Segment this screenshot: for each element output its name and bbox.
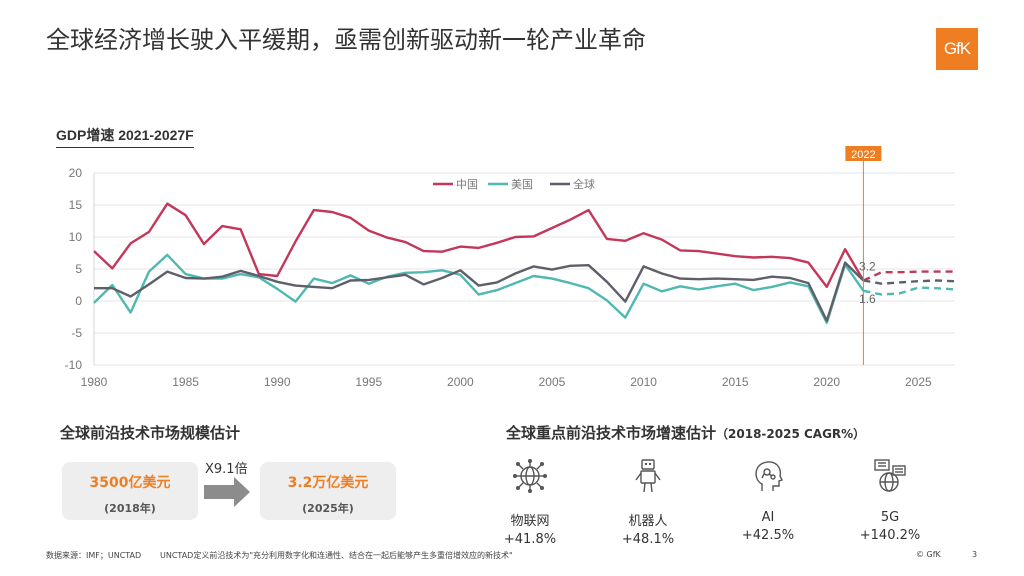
series-forecast-line-world <box>863 279 956 285</box>
market-size-2018-value: 3500亿美元 <box>89 475 171 491</box>
right-arrow-icon <box>204 477 250 507</box>
tech-item-robot: 机器人 +48.1% <box>608 458 688 547</box>
x-tick-label: 2000 <box>447 375 474 389</box>
legend-label: 美国 <box>511 178 533 191</box>
series-forecast-line-china <box>862 270 955 282</box>
x-tick-label: 2025 <box>905 375 932 389</box>
y-tick-label: 0 <box>75 294 82 308</box>
legend-label: 中国 <box>456 178 478 191</box>
series-forecast-line-usa <box>863 286 956 296</box>
ai-head-icon <box>755 461 783 491</box>
footer-note: UNCTAD定义前沿技术为"充分利用数字化和连通性、结合在一起后能够产生多重倍增… <box>160 551 513 560</box>
tech-item-5g: 5G +140.2% <box>850 458 930 543</box>
tech-growth-robot: +48.1% <box>621 532 675 547</box>
market-size-2018-year: (2018年) <box>104 502 156 515</box>
chart-title: GDP增速 2021-2027F <box>56 125 194 148</box>
y-tick-label: -10 <box>65 358 83 372</box>
data-label: 1.6 <box>859 292 876 306</box>
y-tick-label: -5 <box>71 326 82 340</box>
series-line-china <box>93 202 865 289</box>
growth-title: 全球重点前沿技术市场增速估计（2018-2025 CAGR%） <box>506 422 865 443</box>
tech-item-iot: 物联网 +41.8% <box>490 458 570 547</box>
tech-name-iot: 物联网 <box>510 514 550 529</box>
footer-copyright: © GfK <box>916 550 941 559</box>
footer-source: 数据来源：IMF；UNCTAD <box>46 551 142 560</box>
x-tick-label: 2020 <box>813 375 840 389</box>
series-line-usa <box>93 253 865 324</box>
market-size-2018-box: 3500亿美元 (2018年) <box>62 462 198 520</box>
x-tick-label: 1980 <box>81 375 108 389</box>
y-tick-label: 15 <box>69 198 83 212</box>
legend-label: 全球 <box>573 177 595 191</box>
growth-title-note: （2018-2025 CAGR%） <box>716 427 866 441</box>
x-tick-label: 2015 <box>722 375 749 389</box>
tech-growth-5g: +140.2% <box>859 528 921 543</box>
tech-growth-iot: +41.8% <box>503 532 557 547</box>
robot-icon <box>635 459 661 493</box>
growth-multiplier: X9.1倍 <box>205 462 248 477</box>
5g-globe-icon <box>874 459 906 492</box>
y-tick-label: 10 <box>69 230 83 244</box>
x-tick-label: 1985 <box>172 375 199 389</box>
forecast-marker-label: 2022 <box>851 149 875 161</box>
x-tick-label: 1995 <box>355 375 382 389</box>
tech-growth-ai: +42.5% <box>741 528 795 543</box>
y-tick-label: 20 <box>69 166 83 180</box>
x-tick-label: 2005 <box>539 375 566 389</box>
y-tick-label: 5 <box>75 262 82 276</box>
tech-name-ai: AI <box>761 510 775 525</box>
forecast-marker-badge <box>845 146 882 161</box>
iot-network-icon <box>513 459 547 493</box>
data-label: 3.2 <box>859 260 876 274</box>
series-line-world <box>94 261 865 322</box>
market-size-2025-value: 3.2万亿美元 <box>287 475 369 491</box>
tech-item-ai: AI +42.5% <box>728 458 808 543</box>
gfk-logo: GfK <box>936 28 978 70</box>
footer-page: 3 <box>972 550 978 559</box>
x-tick-label: 2010 <box>630 375 657 389</box>
x-tick-label: 1990 <box>264 375 291 389</box>
growth-title-text: 全球重点前沿技术市场增速估计 <box>506 424 717 442</box>
page-title: 全球经济增长驶入平缓期，亟需创新驱动新一轮产业革命 <box>46 26 646 54</box>
tech-name-5g: 5G <box>880 510 900 525</box>
market-size-2025-year: (2025年) <box>302 502 354 515</box>
tech-name-robot: 机器人 <box>628 514 668 529</box>
market-size-2025-box: 3.2万亿美元 (2025年) <box>260 462 396 520</box>
market-size-title: 全球前沿技术市场规模估计 <box>60 424 241 442</box>
